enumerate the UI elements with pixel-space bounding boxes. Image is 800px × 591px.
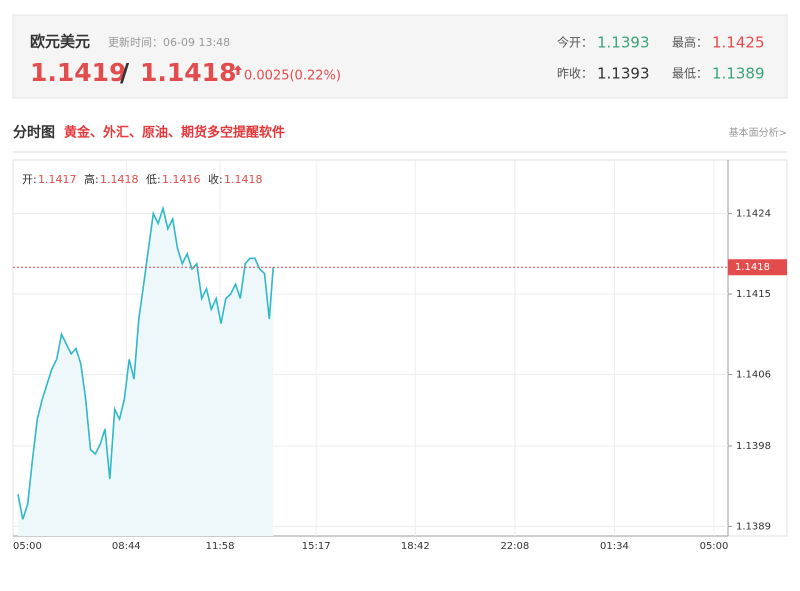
x-tick-label: 15:17 (302, 541, 331, 552)
info-label: 低: (146, 173, 161, 186)
current-price-tag (728, 259, 787, 276)
bid-price: 1.1419 (30, 58, 126, 87)
stats: 今开： 1.1393 最高： 1.1425 昨收： 1.1393 最低： 1.1389 (557, 34, 765, 83)
promo-link[interactable]: 黄金、外汇、原油、期货多空提醒软件 (64, 125, 285, 141)
info-label: 开: (22, 173, 37, 186)
plot: 1.1389 1.1398 1.1406 1.1415 1.1424 05:00 08:44… (13, 160, 787, 552)
x-tick-label: 08:44 (112, 541, 141, 552)
y-tick-label: 1.1415 (736, 289, 771, 300)
info-value: 1.1418 (100, 173, 139, 186)
x-tick-label: 11:58 (206, 541, 235, 552)
quote-title: 欧元美元 (30, 33, 90, 51)
stat-label: 昨收： (557, 67, 593, 81)
up-arrow (234, 65, 242, 75)
x-tick-label: 22:08 (500, 541, 529, 552)
area-fill (18, 208, 274, 537)
update-time: 更新时间：06-09 13:48 (108, 35, 230, 49)
y-tick-label: 1.1406 (736, 369, 771, 380)
stat-value: 1.1425 (712, 34, 765, 52)
info-label: 收: (208, 172, 223, 186)
stat-label: 今开： (557, 35, 593, 50)
price-separator: / (120, 58, 130, 87)
x-tick-label: 01:34 (600, 541, 629, 552)
section-title: 分时图 (13, 124, 55, 141)
stat-label: 最高： (672, 35, 708, 50)
stat-label: 最低： (672, 67, 708, 81)
x-tick-label: 05:00 (13, 541, 42, 552)
x-tick-label: 05:00 (700, 541, 729, 552)
price-line (17, 205, 274, 520)
analysis-link[interactable]: 基本面分析> (729, 126, 787, 139)
current-price-label: 1.1418 (735, 262, 770, 273)
info-value: 1.1418 (224, 173, 263, 186)
info-value: 1.1417 (38, 173, 77, 186)
x-tick-label: 18:42 (401, 541, 430, 552)
stat-value: 1.1389 (712, 65, 765, 83)
quote-panel (12, 14, 788, 99)
stat-value: 1.1393 (597, 34, 650, 52)
stat-value: 1.1393 (597, 65, 650, 83)
info-value: 1.1416 (162, 173, 201, 186)
y-tick-label: 1.1389 (736, 521, 771, 532)
ask-price: 1.1418 (140, 58, 236, 87)
y-tick-label: 1.1424 (736, 209, 771, 220)
info-label: 高: (84, 172, 99, 186)
price-change: 0.0025(0.22%) (244, 69, 341, 84)
y-tick-label: 1.1398 (736, 441, 771, 452)
